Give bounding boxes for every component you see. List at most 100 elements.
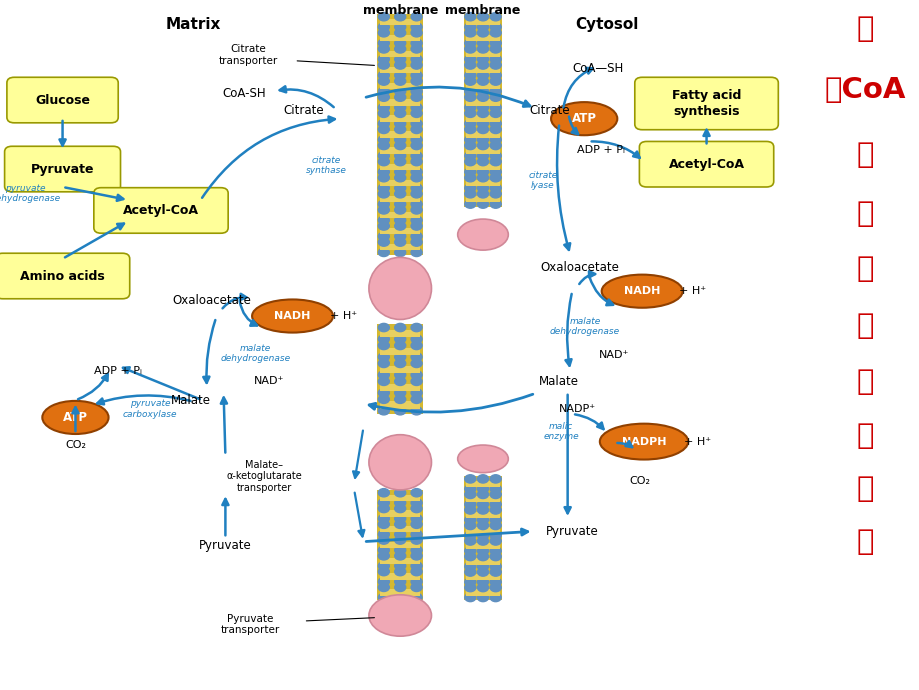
Circle shape [394, 39, 405, 47]
Bar [466, 99, 499, 106]
Ellipse shape [369, 595, 431, 636]
Circle shape [490, 157, 501, 166]
Circle shape [394, 562, 405, 570]
Bar [380, 366, 420, 373]
Circle shape [411, 119, 422, 128]
Circle shape [477, 200, 488, 208]
Circle shape [394, 583, 405, 591]
Circle shape [378, 388, 389, 397]
Circle shape [378, 109, 389, 117]
Ellipse shape [252, 299, 333, 333]
Circle shape [394, 61, 405, 69]
Ellipse shape [42, 401, 108, 434]
Circle shape [464, 141, 475, 150]
Circle shape [464, 152, 475, 160]
Text: Citrate: Citrate [283, 104, 323, 117]
Bar [380, 542, 420, 549]
Circle shape [490, 200, 501, 208]
Circle shape [477, 119, 488, 128]
Circle shape [411, 238, 422, 246]
Circle shape [394, 353, 405, 361]
Circle shape [490, 500, 501, 509]
Ellipse shape [601, 275, 682, 308]
Circle shape [411, 12, 422, 21]
Text: Pyruvate: Pyruvate [30, 163, 95, 175]
Circle shape [477, 506, 488, 514]
Bar [466, 196, 499, 202]
Bar [380, 83, 420, 90]
Bar [377, 324, 423, 414]
Circle shape [411, 520, 422, 529]
Circle shape [477, 522, 488, 530]
Circle shape [378, 157, 389, 166]
Circle shape [490, 71, 501, 79]
Circle shape [490, 141, 501, 150]
Text: citrate
synthase: citrate synthase [306, 156, 346, 175]
Circle shape [464, 184, 475, 192]
Circle shape [477, 168, 488, 176]
Circle shape [477, 157, 488, 166]
Circle shape [394, 232, 405, 240]
Circle shape [490, 29, 501, 37]
Circle shape [477, 578, 488, 586]
Circle shape [490, 553, 501, 561]
Circle shape [490, 45, 501, 53]
Circle shape [490, 152, 501, 160]
Circle shape [411, 377, 422, 386]
Circle shape [378, 371, 389, 379]
Circle shape [411, 562, 422, 570]
Circle shape [464, 126, 475, 134]
Circle shape [378, 353, 389, 361]
Bar [380, 51, 420, 57]
Circle shape [378, 45, 389, 53]
Circle shape [411, 87, 422, 95]
Circle shape [394, 238, 405, 246]
Bar [377, 14, 423, 255]
Circle shape [378, 55, 389, 63]
Circle shape [378, 93, 389, 101]
Text: NADPH: NADPH [621, 437, 665, 446]
Bar [380, 495, 420, 501]
Circle shape [378, 395, 389, 404]
Circle shape [378, 200, 389, 208]
Text: Citrate: Citrate [529, 104, 570, 117]
Circle shape [378, 184, 389, 192]
Bar [380, 67, 420, 73]
Circle shape [378, 222, 389, 230]
Circle shape [477, 87, 488, 95]
Circle shape [477, 484, 488, 493]
Text: Citrate
transporter: Citrate transporter [219, 44, 278, 66]
Text: CO₂: CO₂ [629, 476, 649, 486]
Circle shape [464, 23, 475, 31]
Circle shape [378, 324, 389, 332]
Circle shape [378, 359, 389, 368]
Circle shape [477, 93, 488, 101]
Circle shape [477, 531, 488, 540]
Circle shape [490, 593, 501, 602]
Circle shape [378, 119, 389, 128]
Circle shape [411, 135, 422, 144]
Circle shape [394, 168, 405, 176]
Bar [466, 115, 499, 121]
Circle shape [411, 216, 422, 224]
Bar [463, 14, 502, 207]
Text: Acetyl-CoA: Acetyl-CoA [123, 204, 199, 217]
Bar [466, 512, 499, 518]
Circle shape [394, 200, 405, 208]
Circle shape [394, 206, 405, 214]
Bar [380, 511, 420, 517]
Circle shape [394, 567, 405, 575]
Circle shape [411, 184, 422, 192]
Circle shape [490, 77, 501, 86]
Text: citrate
lyase: citrate lyase [528, 171, 557, 190]
Circle shape [477, 29, 488, 37]
Circle shape [394, 45, 405, 53]
Circle shape [411, 504, 422, 513]
Circle shape [394, 388, 405, 397]
Circle shape [378, 499, 389, 507]
Circle shape [464, 12, 475, 21]
Bar [380, 34, 420, 41]
Bar [466, 481, 499, 487]
Circle shape [394, 536, 405, 544]
Circle shape [477, 190, 488, 198]
